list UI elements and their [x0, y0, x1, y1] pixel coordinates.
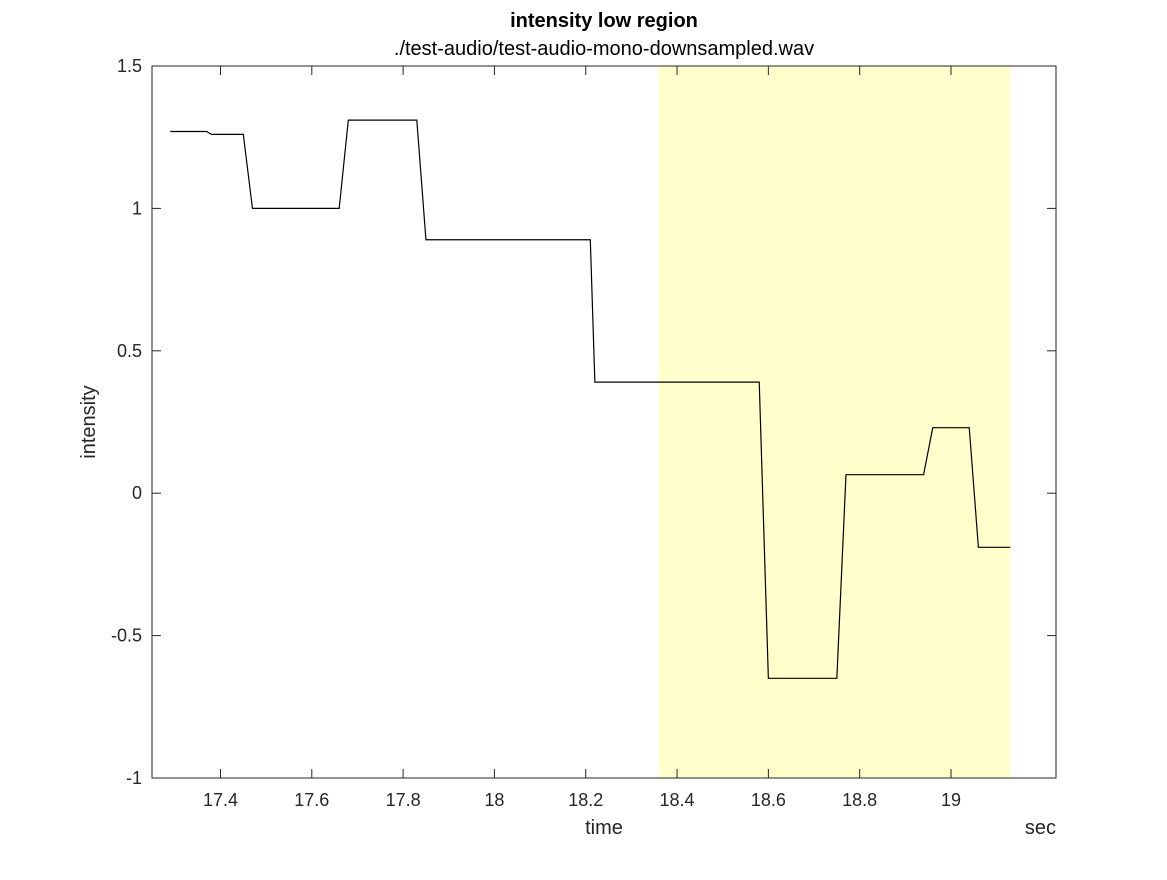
y-tick-label: 0.5	[117, 341, 142, 361]
y-tick-label: 1	[132, 198, 142, 218]
x-tick-label: 18.6	[751, 790, 786, 810]
y-axis-label: intensity	[78, 385, 100, 458]
x-tick-label: 19	[941, 790, 961, 810]
series-line-0	[170, 119, 1011, 679]
y-tick-label: 1.5	[117, 56, 142, 76]
x-tick-label: 17.4	[203, 790, 238, 810]
y-tick-label: 0	[132, 483, 142, 503]
y-tick-label: -1	[126, 768, 142, 788]
x-tick-label: 18.4	[660, 790, 695, 810]
x-axis-label: time	[585, 817, 623, 839]
x-tick-label: 18.2	[568, 790, 603, 810]
x-tick-label: 17.8	[386, 790, 421, 810]
axes-box	[151, 65, 1057, 779]
x-tick-label: 17.6	[294, 790, 329, 810]
x-tick-label: 18	[484, 790, 504, 810]
y-tick-label: -0.5	[111, 626, 142, 646]
chart-subtitle: ./test-audio/test-audio-mono-downsampled…	[394, 38, 814, 60]
x-tick-label: 18.8	[842, 790, 877, 810]
chart-title: intensity low region	[510, 10, 698, 32]
highlight-region	[658, 66, 1011, 778]
x-axis-unit: sec	[1025, 817, 1056, 839]
